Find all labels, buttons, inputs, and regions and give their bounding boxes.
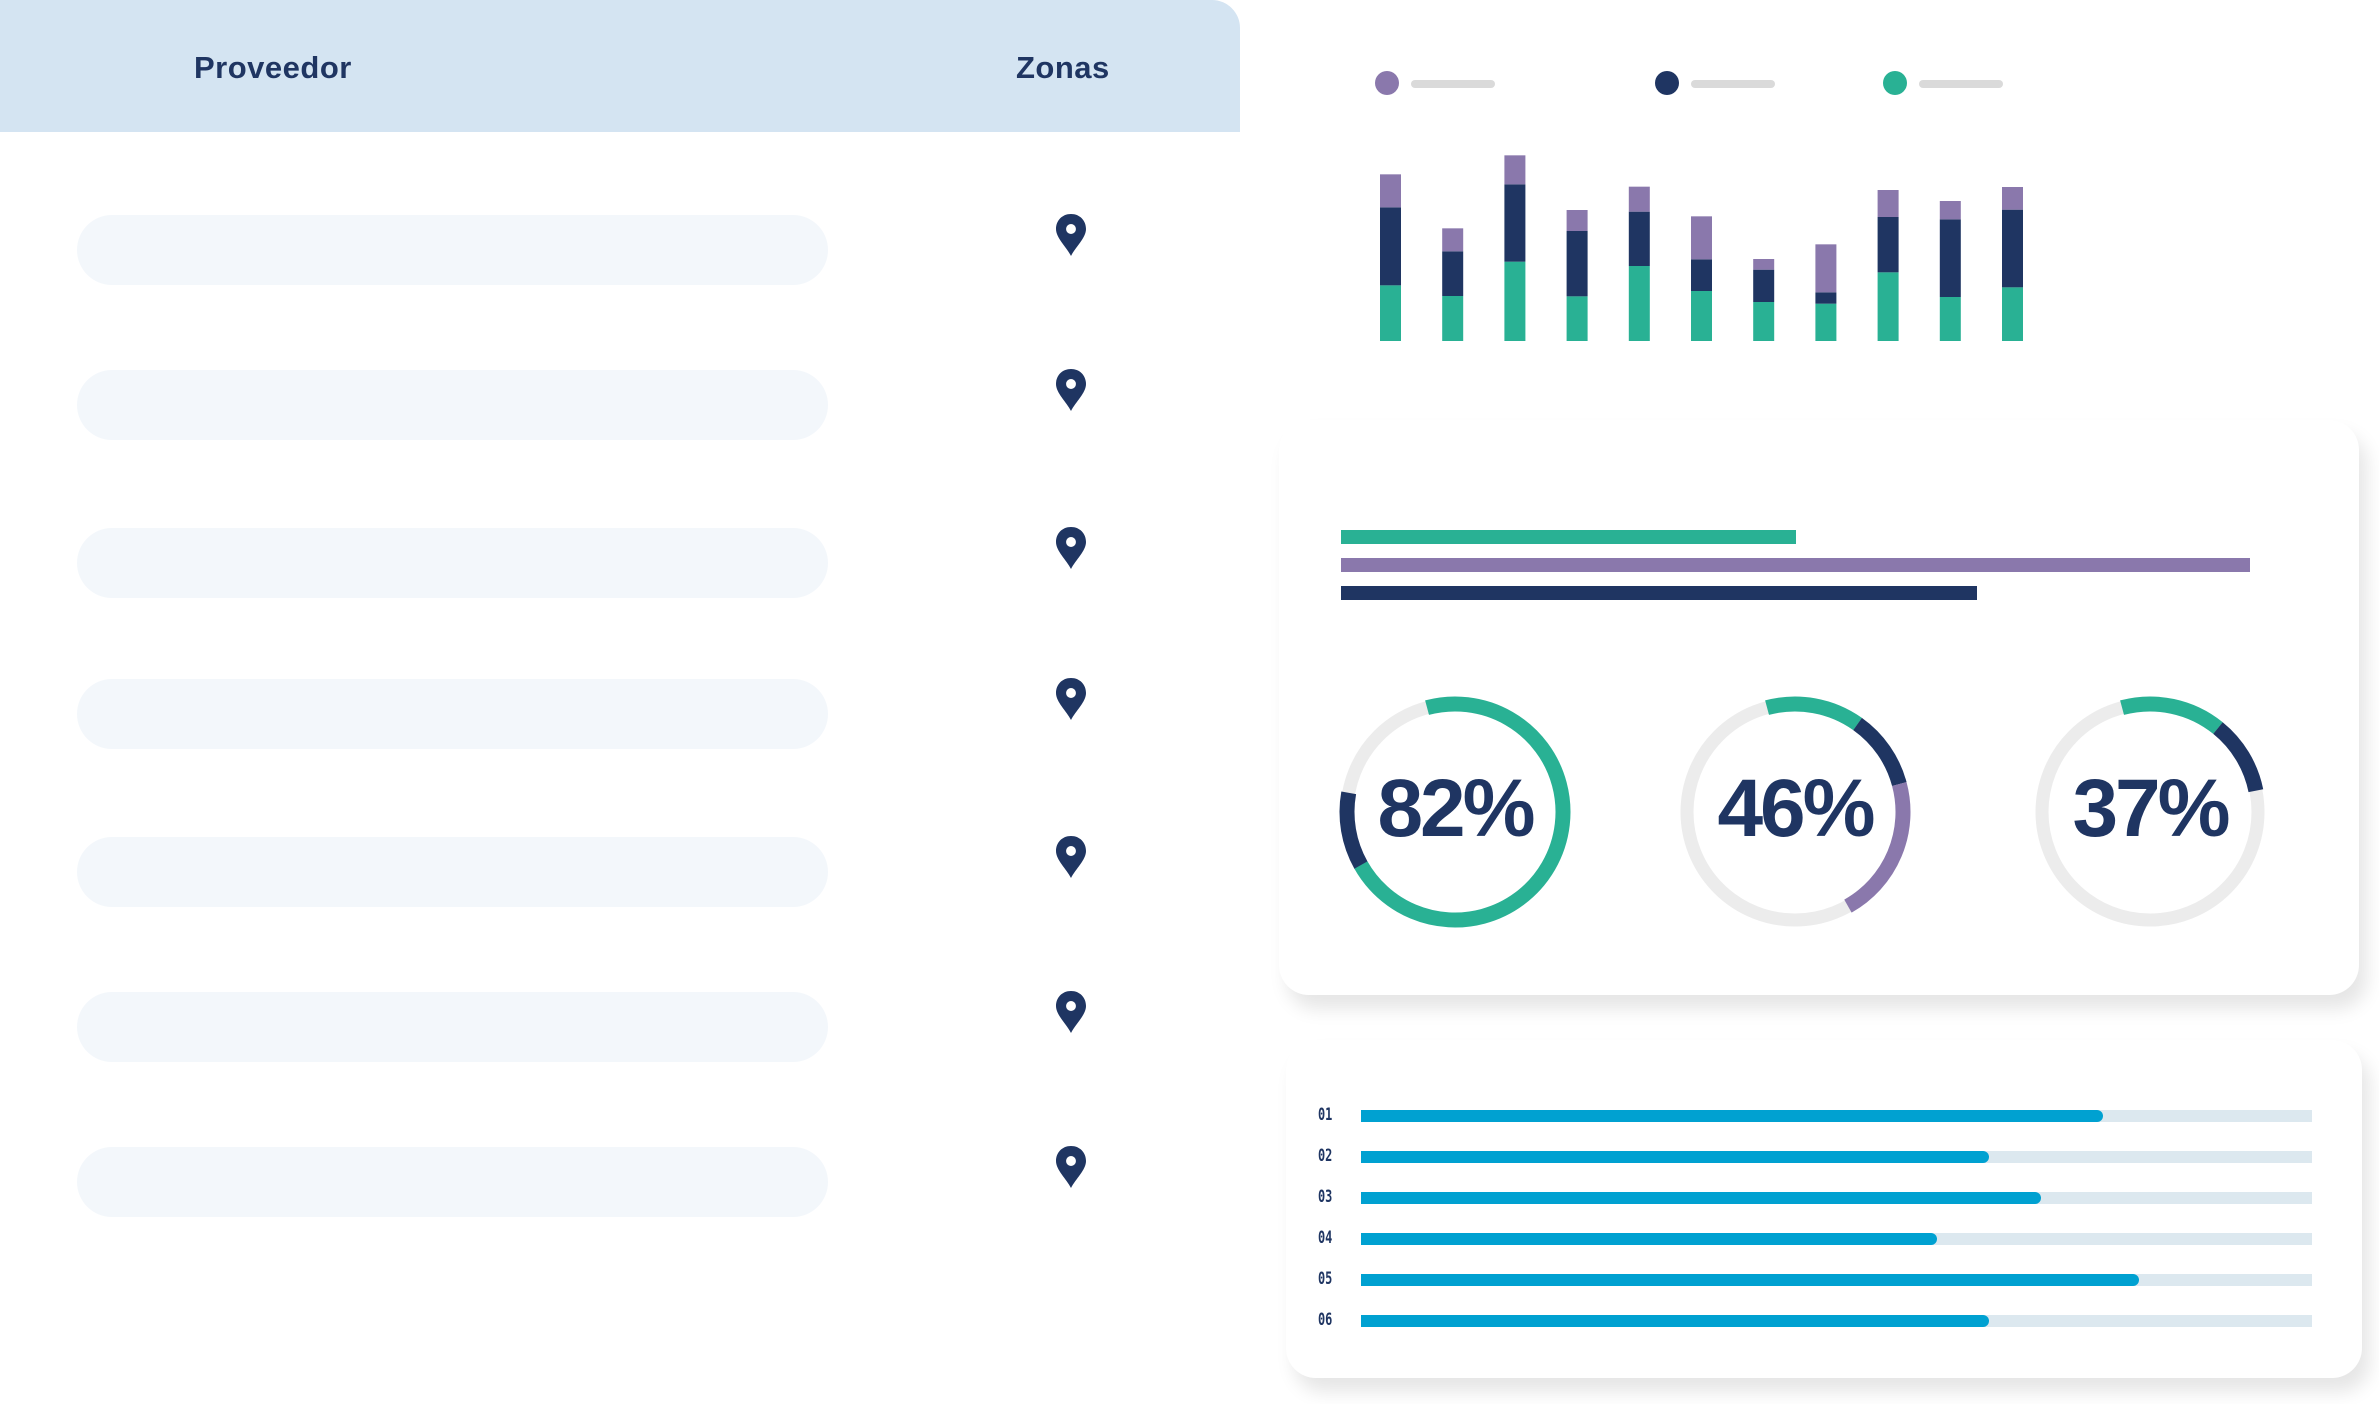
stacked-bar-segment bbox=[1939, 219, 1961, 297]
stacked-bar-segment bbox=[1939, 201, 1961, 220]
progress-track bbox=[1361, 1110, 2312, 1122]
progress-label: 04 bbox=[1318, 1228, 1333, 1248]
legend-label-placeholder bbox=[1411, 80, 1495, 88]
stacked-bar-segment bbox=[1815, 303, 1837, 341]
stacked-bar-segment bbox=[1753, 269, 1775, 302]
stacked-bar-segment bbox=[1380, 207, 1401, 286]
progress-track bbox=[1361, 1192, 2312, 1204]
column-header-zones[interactable]: Zonas bbox=[1016, 50, 1110, 85]
stacked-bar-segment bbox=[1442, 228, 1464, 252]
provider-placeholder[interactable] bbox=[77, 679, 828, 749]
progress-label: 01 bbox=[1318, 1105, 1333, 1125]
legend-marker bbox=[1883, 71, 1907, 95]
progress-fill bbox=[1361, 1151, 1989, 1163]
progress-label: 03 bbox=[1318, 1187, 1333, 1207]
stacked-bar-segment bbox=[1442, 251, 1464, 296]
progress-label: 02 bbox=[1318, 1146, 1333, 1166]
progress-fill bbox=[1361, 1315, 1989, 1327]
legend-label-placeholder bbox=[1691, 80, 1775, 88]
horizontal-bar bbox=[1341, 586, 1978, 600]
map-pin-icon[interactable] bbox=[1053, 367, 1089, 413]
map-pin-icon[interactable] bbox=[1053, 676, 1089, 722]
stacked-bar-segment bbox=[1815, 244, 1837, 293]
legend-label-placeholder bbox=[1919, 80, 2003, 88]
donut-segment bbox=[1679, 696, 1911, 928]
column-header-provider[interactable]: Proveedor bbox=[194, 50, 352, 85]
progress-fill bbox=[1361, 1274, 2139, 1286]
stacked-bar-segment bbox=[1877, 272, 1899, 341]
stacked-bar-segment bbox=[1628, 266, 1650, 341]
stacked-bar-segment bbox=[1504, 184, 1526, 262]
stacked-bar-segment bbox=[1691, 259, 1712, 291]
stacked-bar-segment bbox=[1877, 190, 1899, 217]
stacked-bar-chart bbox=[1380, 155, 2023, 341]
donut-segment bbox=[2034, 696, 2266, 928]
stacked-bar-segment bbox=[1691, 291, 1712, 341]
progress-track bbox=[1361, 1151, 2312, 1163]
provider-placeholder[interactable] bbox=[77, 215, 828, 285]
stacked-bar-segment bbox=[1628, 211, 1650, 266]
map-pin-icon[interactable] bbox=[1053, 834, 1089, 880]
donut-segment bbox=[1679, 696, 1911, 928]
legend-marker bbox=[1655, 71, 1679, 95]
stacked-bar-segment bbox=[1504, 261, 1526, 341]
donut-segment bbox=[1339, 696, 1571, 928]
provider-placeholder[interactable] bbox=[77, 1147, 828, 1217]
stacked-bar-segment bbox=[1504, 155, 1526, 185]
table-header: Proveedor Zonas bbox=[0, 0, 1240, 132]
map-pin-icon[interactable] bbox=[1053, 1144, 1089, 1190]
progress-label: 06 bbox=[1318, 1310, 1333, 1330]
legend-marker bbox=[1375, 71, 1399, 95]
provider-placeholder[interactable] bbox=[77, 370, 828, 440]
progress-card bbox=[1286, 1040, 2362, 1378]
provider-placeholder[interactable] bbox=[77, 992, 828, 1062]
stacked-bar-segment bbox=[1380, 174, 1401, 208]
donut-percent-label: 82% bbox=[1377, 763, 1535, 854]
progress-track bbox=[1361, 1233, 2312, 1245]
provider-placeholder[interactable] bbox=[77, 528, 828, 598]
donut-charts bbox=[1339, 696, 2266, 928]
progress-fill bbox=[1361, 1192, 2041, 1204]
donut-percent-label: 37% bbox=[2072, 763, 2230, 854]
stacked-bar-segment bbox=[2002, 287, 2023, 341]
stacked-bar-segment bbox=[1691, 216, 1712, 260]
stacked-bar-segment bbox=[2002, 187, 2023, 210]
progress-label: 05 bbox=[1318, 1269, 1333, 1289]
stacked-bar-segment bbox=[1939, 297, 1961, 341]
horizontal-bar bbox=[1341, 530, 1796, 544]
stacked-bar-segment bbox=[1442, 296, 1464, 341]
progress-track bbox=[1361, 1274, 2312, 1286]
stacked-bar-segment bbox=[1753, 259, 1775, 270]
provider-placeholder[interactable] bbox=[77, 837, 828, 907]
stacked-bar-segment bbox=[1815, 292, 1837, 304]
donut-percent-label: 46% bbox=[1717, 763, 1875, 854]
map-pin-icon[interactable] bbox=[1053, 525, 1089, 571]
stacked-bar-segment bbox=[1566, 296, 1588, 341]
stacked-bar-segment bbox=[1566, 210, 1588, 231]
map-pin-icon[interactable] bbox=[1053, 212, 1089, 258]
progress-fill bbox=[1361, 1110, 2103, 1122]
stacked-bar-segment bbox=[1628, 186, 1650, 212]
stacked-bar-segment bbox=[1380, 285, 1401, 341]
stacked-bar-segment bbox=[2002, 209, 2023, 288]
horizontal-bar bbox=[1341, 558, 2250, 572]
map-pin-icon[interactable] bbox=[1053, 989, 1089, 1035]
progress-fill bbox=[1361, 1233, 1938, 1245]
stacked-bar-segment bbox=[1877, 217, 1899, 273]
stacked-bar-segment bbox=[1753, 302, 1775, 341]
progress-track bbox=[1361, 1315, 2312, 1327]
stacked-bar-segment bbox=[1566, 231, 1588, 297]
